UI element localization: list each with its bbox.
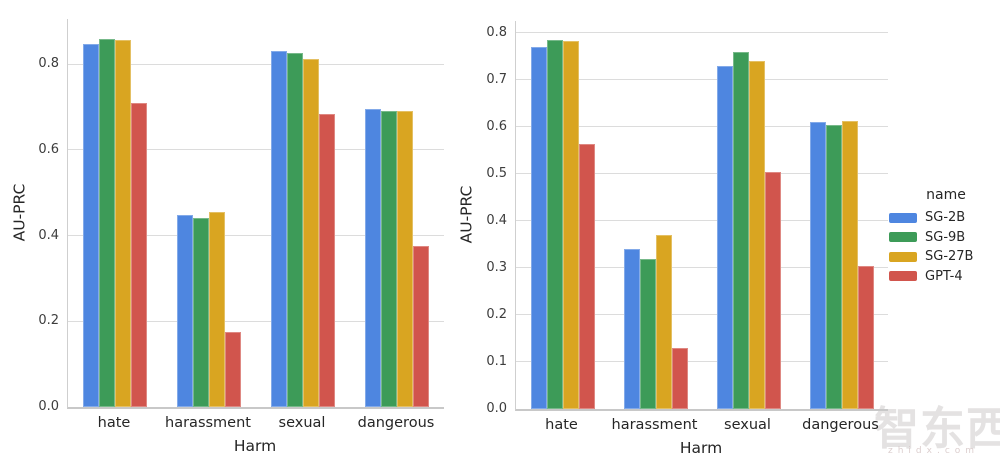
bar-right-harassment-SG-27B <box>655 234 672 409</box>
legend-swatch-SG-27B <box>889 251 917 262</box>
legend-swatch-SG-2B <box>889 212 917 223</box>
ytick-left: 0.4 <box>38 227 59 243</box>
bar-left-sexual-SG-9B <box>287 52 303 407</box>
ytick-right: 0.8 <box>486 24 507 40</box>
ytick-right: 0.7 <box>486 71 507 87</box>
xtick-left-harassment: harassment <box>165 415 251 431</box>
xtick-right-harassment: harassment <box>611 417 698 433</box>
gridline-right <box>516 220 888 222</box>
legend-label-SG-2B: SG-2B <box>925 210 966 226</box>
legend-swatch-SG-9B <box>889 232 917 243</box>
bar-right-harassment-SG-9B <box>639 258 656 409</box>
bar-left-hate-SG-2B <box>83 44 99 407</box>
watermark-logo: 智东西 <box>874 402 1000 455</box>
xtick-left-dangerous: dangerous <box>357 415 435 431</box>
bar-left-hate-SG-27B <box>115 40 131 407</box>
plot-area-right <box>515 21 888 411</box>
ytick-left: 0.8 <box>38 56 59 72</box>
gridline-left <box>68 320 444 322</box>
bar-left-dangerous-SG-9B <box>381 111 397 407</box>
bar-right-harassment-GPT-4 <box>671 347 688 409</box>
yaxis-label-right: AU-PRC <box>457 185 476 244</box>
gridline-right <box>516 314 888 316</box>
gridline-right <box>516 32 888 34</box>
gridline-right <box>516 173 888 175</box>
bar-right-hate-GPT-4 <box>578 144 595 409</box>
bar-left-dangerous-SG-2B <box>365 109 381 407</box>
bar-right-sexual-SG-9B <box>732 51 749 409</box>
bar-right-dangerous-SG-9B <box>825 125 842 409</box>
gridline-left <box>68 235 444 237</box>
xtick-right-sexual: sexual <box>724 417 771 433</box>
ytick-right: 0.2 <box>486 306 507 322</box>
legend-entries: SG-2B SG-9B SG-27B GPT-4 <box>889 208 985 286</box>
xaxis-label-right: Harm <box>679 439 723 457</box>
bar-right-dangerous-SG-2B <box>809 121 826 409</box>
legend-entry-SG-9B: SG-9B <box>889 228 985 248</box>
xtick-left-hate: hate <box>97 415 131 431</box>
bar-right-sexual-SG-27B <box>748 60 765 409</box>
legend: name SG-2B SG-9B SG-27B GPT-4 <box>889 187 985 286</box>
legend-label-SG-9B: SG-9B <box>925 229 966 245</box>
bar-left-sexual-SG-2B <box>271 51 287 407</box>
legend-entry-GPT-4: GPT-4 <box>889 267 985 287</box>
bar-left-sexual-GPT-4 <box>319 114 335 407</box>
legend-entry-SG-2B: SG-2B <box>889 208 985 228</box>
legend-label-SG-27B: SG-27B <box>925 249 974 265</box>
bar-left-harassment-SG-9B <box>193 218 209 407</box>
ytick-right: 0.0 <box>486 401 507 416</box>
legend-label-GPT-4: GPT-4 <box>925 268 963 284</box>
bar-right-harassment-SG-2B <box>623 248 640 409</box>
ytick-left: 0.0 <box>38 399 59 414</box>
xtick-right-dangerous: dangerous <box>802 417 879 433</box>
bar-left-dangerous-SG-27B <box>397 111 413 407</box>
gridline-right <box>516 79 888 81</box>
bar-left-hate-SG-9B <box>99 38 115 407</box>
bar-left-dangerous-GPT-4 <box>413 246 429 407</box>
gridline-right <box>516 267 888 269</box>
bar-right-dangerous-SG-27B <box>841 121 858 409</box>
bar-right-hate-SG-9B <box>546 39 563 409</box>
ytick-left: 0.6 <box>38 141 59 157</box>
bar-right-sexual-GPT-4 <box>764 171 781 409</box>
bar-right-hate-SG-2B <box>530 46 547 409</box>
gridline-left <box>68 149 444 151</box>
watermark-subtext: zhidx.com <box>888 446 980 456</box>
legend-entry-SG-27B: SG-27B <box>889 247 985 267</box>
ytick-right: 0.4 <box>486 212 507 228</box>
bar-right-hate-SG-27B <box>562 41 579 409</box>
bar-right-sexual-SG-2B <box>716 66 733 409</box>
yaxis-label-left: AU-PRC <box>10 183 29 242</box>
ytick-right: 0.1 <box>486 353 507 369</box>
bar-right-dangerous-GPT-4 <box>857 265 874 409</box>
bar-left-harassment-SG-27B <box>209 211 225 407</box>
xtick-left-sexual: sexual <box>278 415 326 431</box>
xtick-right-hate: hate <box>545 417 578 433</box>
bar-left-sexual-SG-27B <box>303 58 319 407</box>
xaxis-label-left: Harm <box>233 437 277 455</box>
ytick-left: 0.2 <box>38 313 59 329</box>
gridline-left <box>68 63 444 65</box>
bar-left-harassment-GPT-4 <box>225 331 241 407</box>
ytick-right: 0.6 <box>486 118 507 134</box>
gridline-right <box>516 361 888 363</box>
ytick-right: 0.5 <box>486 165 507 181</box>
bar-left-harassment-SG-2B <box>177 214 193 407</box>
gridline-right <box>516 126 888 128</box>
ytick-right: 0.3 <box>486 259 507 275</box>
legend-swatch-GPT-4 <box>889 271 917 282</box>
bar-left-hate-GPT-4 <box>131 103 147 407</box>
plot-area-left <box>67 19 444 409</box>
legend-title: name <box>926 187 966 203</box>
